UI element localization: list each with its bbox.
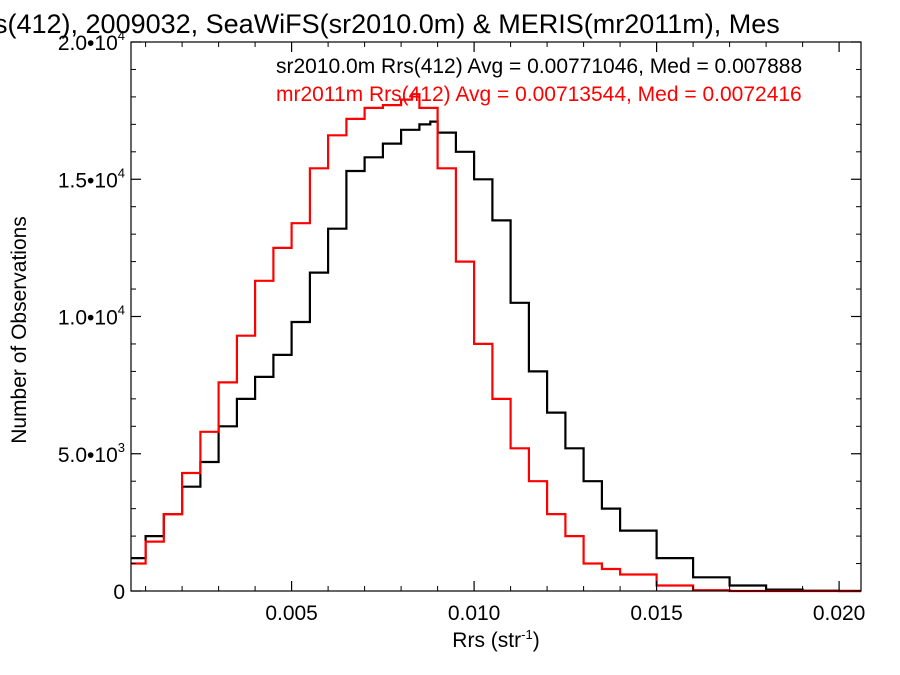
x-tick-label: 0.015	[630, 602, 683, 625]
x-axis-label-close: )	[533, 629, 540, 652]
x-tick-label: 0.010	[448, 602, 501, 625]
x-axis-label-superscript: -1	[521, 627, 533, 642]
y-tick-label: 1.5•104	[58, 165, 125, 192]
x-axis: 0.005 0.010 0.015 0.020	[145, 42, 866, 625]
x-tick-label: 0.005	[265, 602, 318, 625]
x-axis-label: Rrs (str-1)	[452, 627, 539, 652]
x-axis-label-main: Rrs (str	[452, 629, 521, 652]
annotation-red: mr2011m Rrs(412) Avg = 0.00713544, Med =…	[276, 83, 802, 106]
y-axis: 0 5.0•103 1.0•104 1.5•104 2.0•104	[58, 28, 861, 604]
series-layer	[131, 93, 861, 593]
y-tick-label: 2.0•104	[58, 28, 125, 55]
chart-title: s(412), 2009032, SeaWiFS(sr2010.0m) & ME…	[0, 9, 780, 39]
x-tick-label: 0.020	[813, 602, 866, 625]
series-line-black	[131, 120, 861, 593]
y-tick-label: 0	[113, 581, 125, 604]
series-line-red	[131, 93, 861, 593]
y-tick-label: 5.0•103	[58, 440, 125, 467]
y-tick-label: 1.0•104	[58, 303, 125, 330]
annotation-black: sr2010.0m Rrs(412) Avg = 0.00771046, Med…	[276, 55, 802, 78]
y-axis-label: Number of Observations	[8, 216, 31, 444]
